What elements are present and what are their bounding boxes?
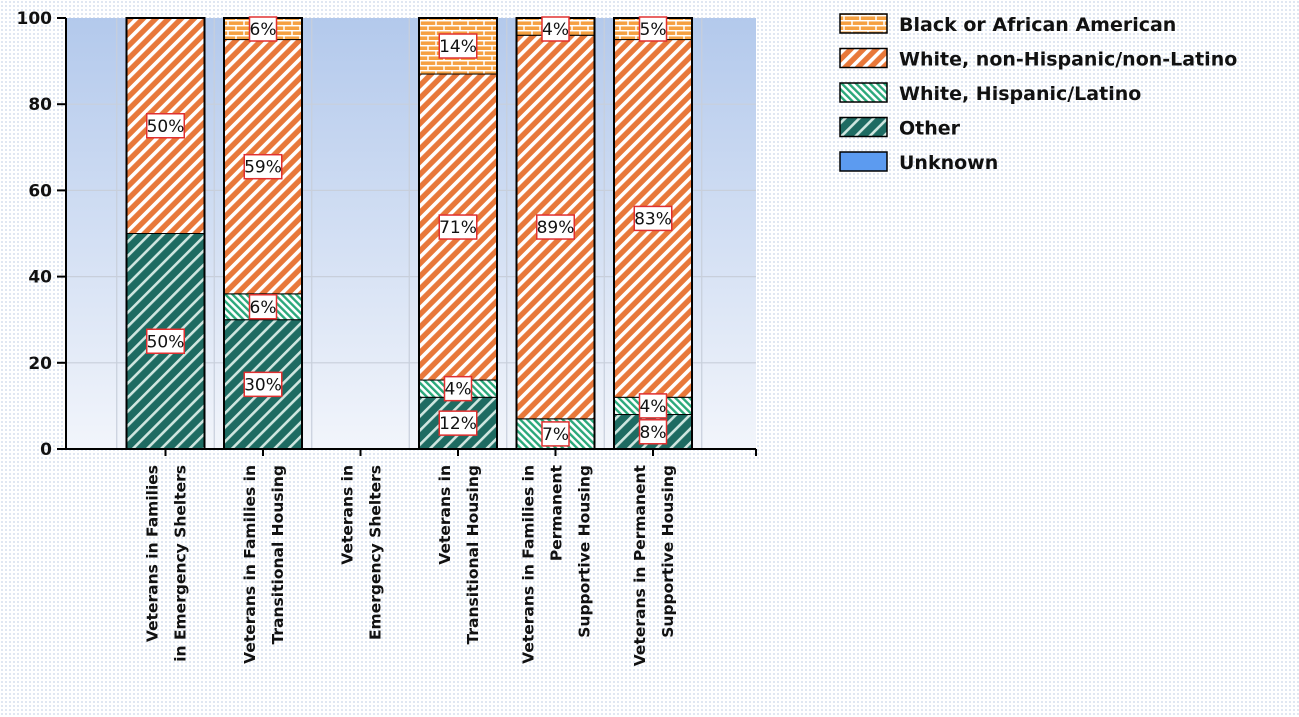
data-label-box xyxy=(248,294,278,320)
data-label: 50% xyxy=(147,117,185,137)
x-tick-label: Transitional Housing xyxy=(269,465,287,644)
legend: Black or African American White, non-Hisp… xyxy=(839,13,1237,174)
data-label: 4% xyxy=(640,397,667,417)
data-label: 30% xyxy=(244,375,282,395)
legend-label-black-or-african-american: Black or African American xyxy=(899,14,1176,36)
data-label: 5% xyxy=(640,20,667,40)
data-label: 4% xyxy=(542,20,569,40)
data-label-box xyxy=(438,410,478,436)
legend-label-other: Other xyxy=(899,118,961,140)
y-tick-label: 100 xyxy=(17,9,53,29)
y-tick-label: 40 xyxy=(28,268,52,288)
data-label-box xyxy=(243,371,283,398)
data-label-box xyxy=(638,419,668,445)
legend-label-white-hispanic-latino: White, Hispanic/Latino xyxy=(899,83,1141,105)
data-label-box xyxy=(146,113,185,139)
x-tick-label: Veterans in xyxy=(436,465,454,565)
x-tick-label: Veterans in Families xyxy=(144,465,162,642)
data-label-box xyxy=(638,16,668,42)
data-label: 83% xyxy=(634,209,672,229)
data-label: 12% xyxy=(439,414,477,434)
x-tick-label: Veterans in Families in xyxy=(241,465,259,664)
legend-swatch-black-or-african-american xyxy=(839,13,888,34)
data-label: 71% xyxy=(439,218,477,238)
data-label-box xyxy=(438,214,478,240)
data-label: 6% xyxy=(250,298,277,318)
y-tick-label: 0 xyxy=(40,440,52,460)
data-label-box xyxy=(438,33,478,59)
legend-swatch-white-hispanic-latino xyxy=(839,82,888,103)
data-label: 6% xyxy=(250,20,277,40)
legend-swatch-unknown xyxy=(839,151,888,172)
y-tick-label: 80 xyxy=(28,95,52,115)
axes: 0 20 40 60 80 100 Veterans in Families in Emerg… xyxy=(17,9,757,666)
data-label-box xyxy=(443,375,473,402)
legend-swatch-other xyxy=(839,116,888,138)
data-label-box xyxy=(541,16,570,42)
y-tick-label: 20 xyxy=(28,354,52,374)
x-tick-label: Supportive Housing xyxy=(659,465,677,638)
data-label-box xyxy=(541,421,570,447)
data-label: 7% xyxy=(542,425,569,445)
data-label: 50% xyxy=(147,332,185,352)
data-label: 59% xyxy=(244,158,282,178)
data-label-box xyxy=(248,16,278,42)
data-label-box xyxy=(243,153,283,180)
data-label-box xyxy=(536,214,575,240)
y-tick-label: 60 xyxy=(28,181,52,201)
x-tick-label: in Emergency Shelters xyxy=(172,465,190,662)
legend-label-white-non-hispanic-non-latino: White, non-Hispanic/non-Latino xyxy=(899,49,1237,71)
data-label: 14% xyxy=(439,37,477,57)
legend-label-unknown: Unknown xyxy=(899,152,998,174)
x-tick-label: Supportive Housing xyxy=(576,465,594,638)
data-label-box xyxy=(638,393,668,419)
legend-swatch-white-non-hispanic-non-latino xyxy=(839,47,888,69)
x-tick-label: Permanent xyxy=(548,464,566,561)
x-tick-label: Veterans in xyxy=(339,465,357,565)
x-tick-label: Veterans in Families in xyxy=(520,465,538,664)
data-label: 8% xyxy=(640,423,667,443)
x-tick-label: Emergency Shelters xyxy=(367,465,385,640)
data-label-box xyxy=(633,205,673,232)
data-label-box xyxy=(146,328,185,354)
data-label: 4% xyxy=(445,380,472,400)
data-label: 89% xyxy=(537,218,575,238)
data-labels: 50% 50% 30% 6% 59% 6% 12% 4% 71% 14% 7% 89% 4% 8% 4% 83… xyxy=(146,16,673,447)
x-tick-label: Transitional Housing xyxy=(464,465,482,644)
x-tick-label: Veterans in Permanent xyxy=(631,464,649,666)
